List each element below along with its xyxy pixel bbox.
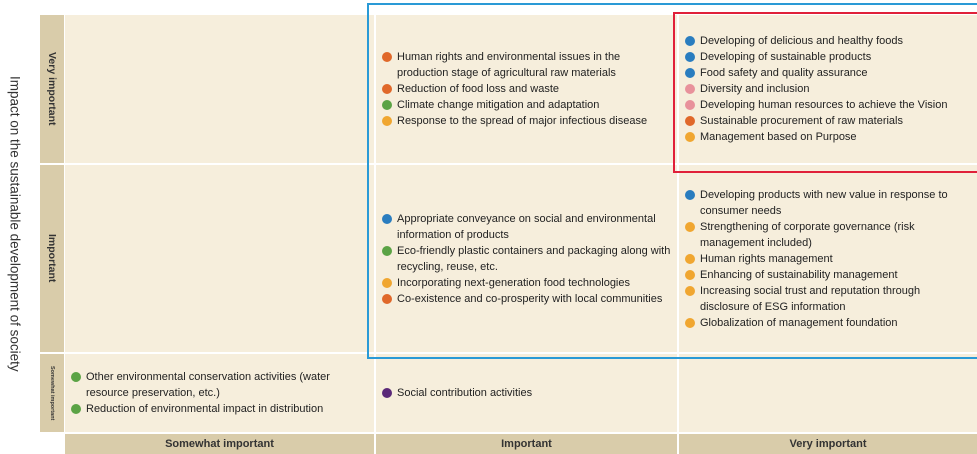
column-label: Somewhat important [65, 434, 374, 454]
issue-text: Enhancing of sustainability management [700, 268, 898, 281]
issue-item: Diversity and inclusion [685, 81, 971, 97]
category-dot [685, 84, 695, 94]
issue-item: Climate change mitigation and adaptation [382, 97, 671, 113]
category-dot [382, 52, 392, 62]
issue-text: Developing of sustainable products [700, 51, 872, 63]
issue-item: Developing products with new value in re… [685, 187, 971, 219]
matrix-cell: Appropriate conveyance on social and env… [376, 165, 677, 352]
issue-item: Reduction of food loss and waste [382, 81, 671, 97]
category-dot [685, 285, 695, 296]
category-dot [685, 269, 695, 280]
category-dot [685, 317, 695, 328]
issue-item: Co-existence and co-prosperity with loca… [382, 291, 671, 307]
issue-item: Other environmental conservation activit… [71, 369, 361, 401]
issue-item: Reduction of environmental impact in dis… [71, 401, 361, 417]
matrix-cell: Other environmental conservation activit… [65, 354, 374, 432]
column-label: Very important [679, 434, 977, 454]
category-dot [382, 84, 392, 94]
issue-text: Incorporating next-generation food techn… [397, 276, 630, 289]
category-dot [382, 277, 392, 288]
row-label: Very important [40, 15, 64, 163]
category-dot [685, 116, 695, 126]
category-dot [382, 245, 392, 256]
issue-text: Developing human resources to achieve th… [700, 99, 948, 111]
issue-item: Developing human resources to achieve th… [685, 97, 971, 113]
issue-item: Human rights management [685, 251, 971, 267]
issue-text: Reduction of food loss and waste [397, 83, 560, 95]
category-dot [685, 253, 695, 264]
issue-text: Sustainable procurement of raw materials [700, 115, 903, 127]
issue-text: Developing of delicious and healthy food… [700, 35, 904, 47]
issue-item: Eco-friendly plastic containers and pack… [382, 243, 671, 275]
matrix-cell [65, 165, 374, 352]
issue-item: Appropriate conveyance on social and env… [382, 211, 671, 243]
category-dot [382, 213, 392, 224]
category-dot [685, 36, 695, 46]
issue-text: Other environmental conservation activit… [86, 371, 330, 399]
matrix-cell: Social contribution activities [376, 354, 677, 432]
issue-text: Human rights and environmental issues in… [397, 51, 621, 79]
category-dot [685, 221, 695, 232]
issue-text: Human rights management [700, 252, 833, 265]
issue-text: Reduction of environmental impact in dis… [86, 403, 324, 415]
issue-item: Developing of sustainable products [685, 49, 971, 65]
issue-text: Climate change mitigation and adaptation [397, 99, 600, 111]
issue-text: Response to the spread of major infectio… [397, 115, 648, 127]
issue-item: Sustainable procurement of raw materials [685, 113, 971, 129]
issue-text: Social contribution activities [397, 387, 533, 399]
category-dot [382, 100, 392, 110]
issue-text: Eco-friendly plastic containers and pack… [397, 244, 671, 273]
issue-text: Food safety and quality assurance [700, 67, 868, 79]
issue-item: Developing of delicious and healthy food… [685, 33, 971, 49]
row-label: Somewhat important [40, 354, 64, 432]
issue-item: Increasing social trust and reputation t… [685, 283, 971, 315]
row-label: Important [40, 165, 64, 352]
issue-text: Co-existence and co-prosperity with loca… [397, 292, 663, 305]
category-dot [685, 52, 695, 62]
category-dot [685, 189, 695, 200]
issue-text: Appropriate conveyance on social and env… [397, 212, 656, 241]
issue-item: Enhancing of sustainability management [685, 267, 971, 283]
matrix-cell: Developing products with new value in re… [679, 165, 977, 352]
category-dot [71, 372, 81, 382]
issue-item: Response to the spread of major infectio… [382, 113, 671, 129]
category-dot [685, 68, 695, 78]
issue-item: Management based on Purpose [685, 129, 971, 145]
category-dot [71, 404, 81, 414]
category-dot [685, 132, 695, 142]
issue-text: Developing products with new value in re… [700, 188, 948, 217]
issue-text: Strengthening of corporate governance (r… [700, 220, 915, 249]
matrix-cell: Human rights and environmental issues in… [376, 15, 677, 163]
category-dot [685, 100, 695, 110]
category-dot [382, 116, 392, 126]
y-axis-label: Impact on the sustainable development of… [7, 75, 23, 372]
issue-item: Food safety and quality assurance [685, 65, 971, 81]
column-label: Important [376, 434, 677, 454]
category-dot [382, 293, 392, 304]
issue-text: Management based on Purpose [700, 131, 857, 143]
issue-text: Globalization of management foundation [700, 316, 898, 329]
issue-item: Social contribution activities [382, 385, 671, 401]
issue-item: Incorporating next-generation food techn… [382, 275, 671, 291]
issue-text: Increasing social trust and reputation t… [700, 284, 921, 313]
issue-item: Globalization of management foundation [685, 315, 971, 331]
issue-item: Strengthening of corporate governance (r… [685, 219, 971, 251]
matrix-cell: Developing of delicious and healthy food… [679, 15, 977, 163]
matrix-cell [679, 354, 977, 432]
matrix-cell [65, 15, 374, 163]
issue-item: Human rights and environmental issues in… [382, 49, 671, 81]
issue-text: Diversity and inclusion [700, 83, 810, 95]
category-dot [382, 388, 392, 398]
